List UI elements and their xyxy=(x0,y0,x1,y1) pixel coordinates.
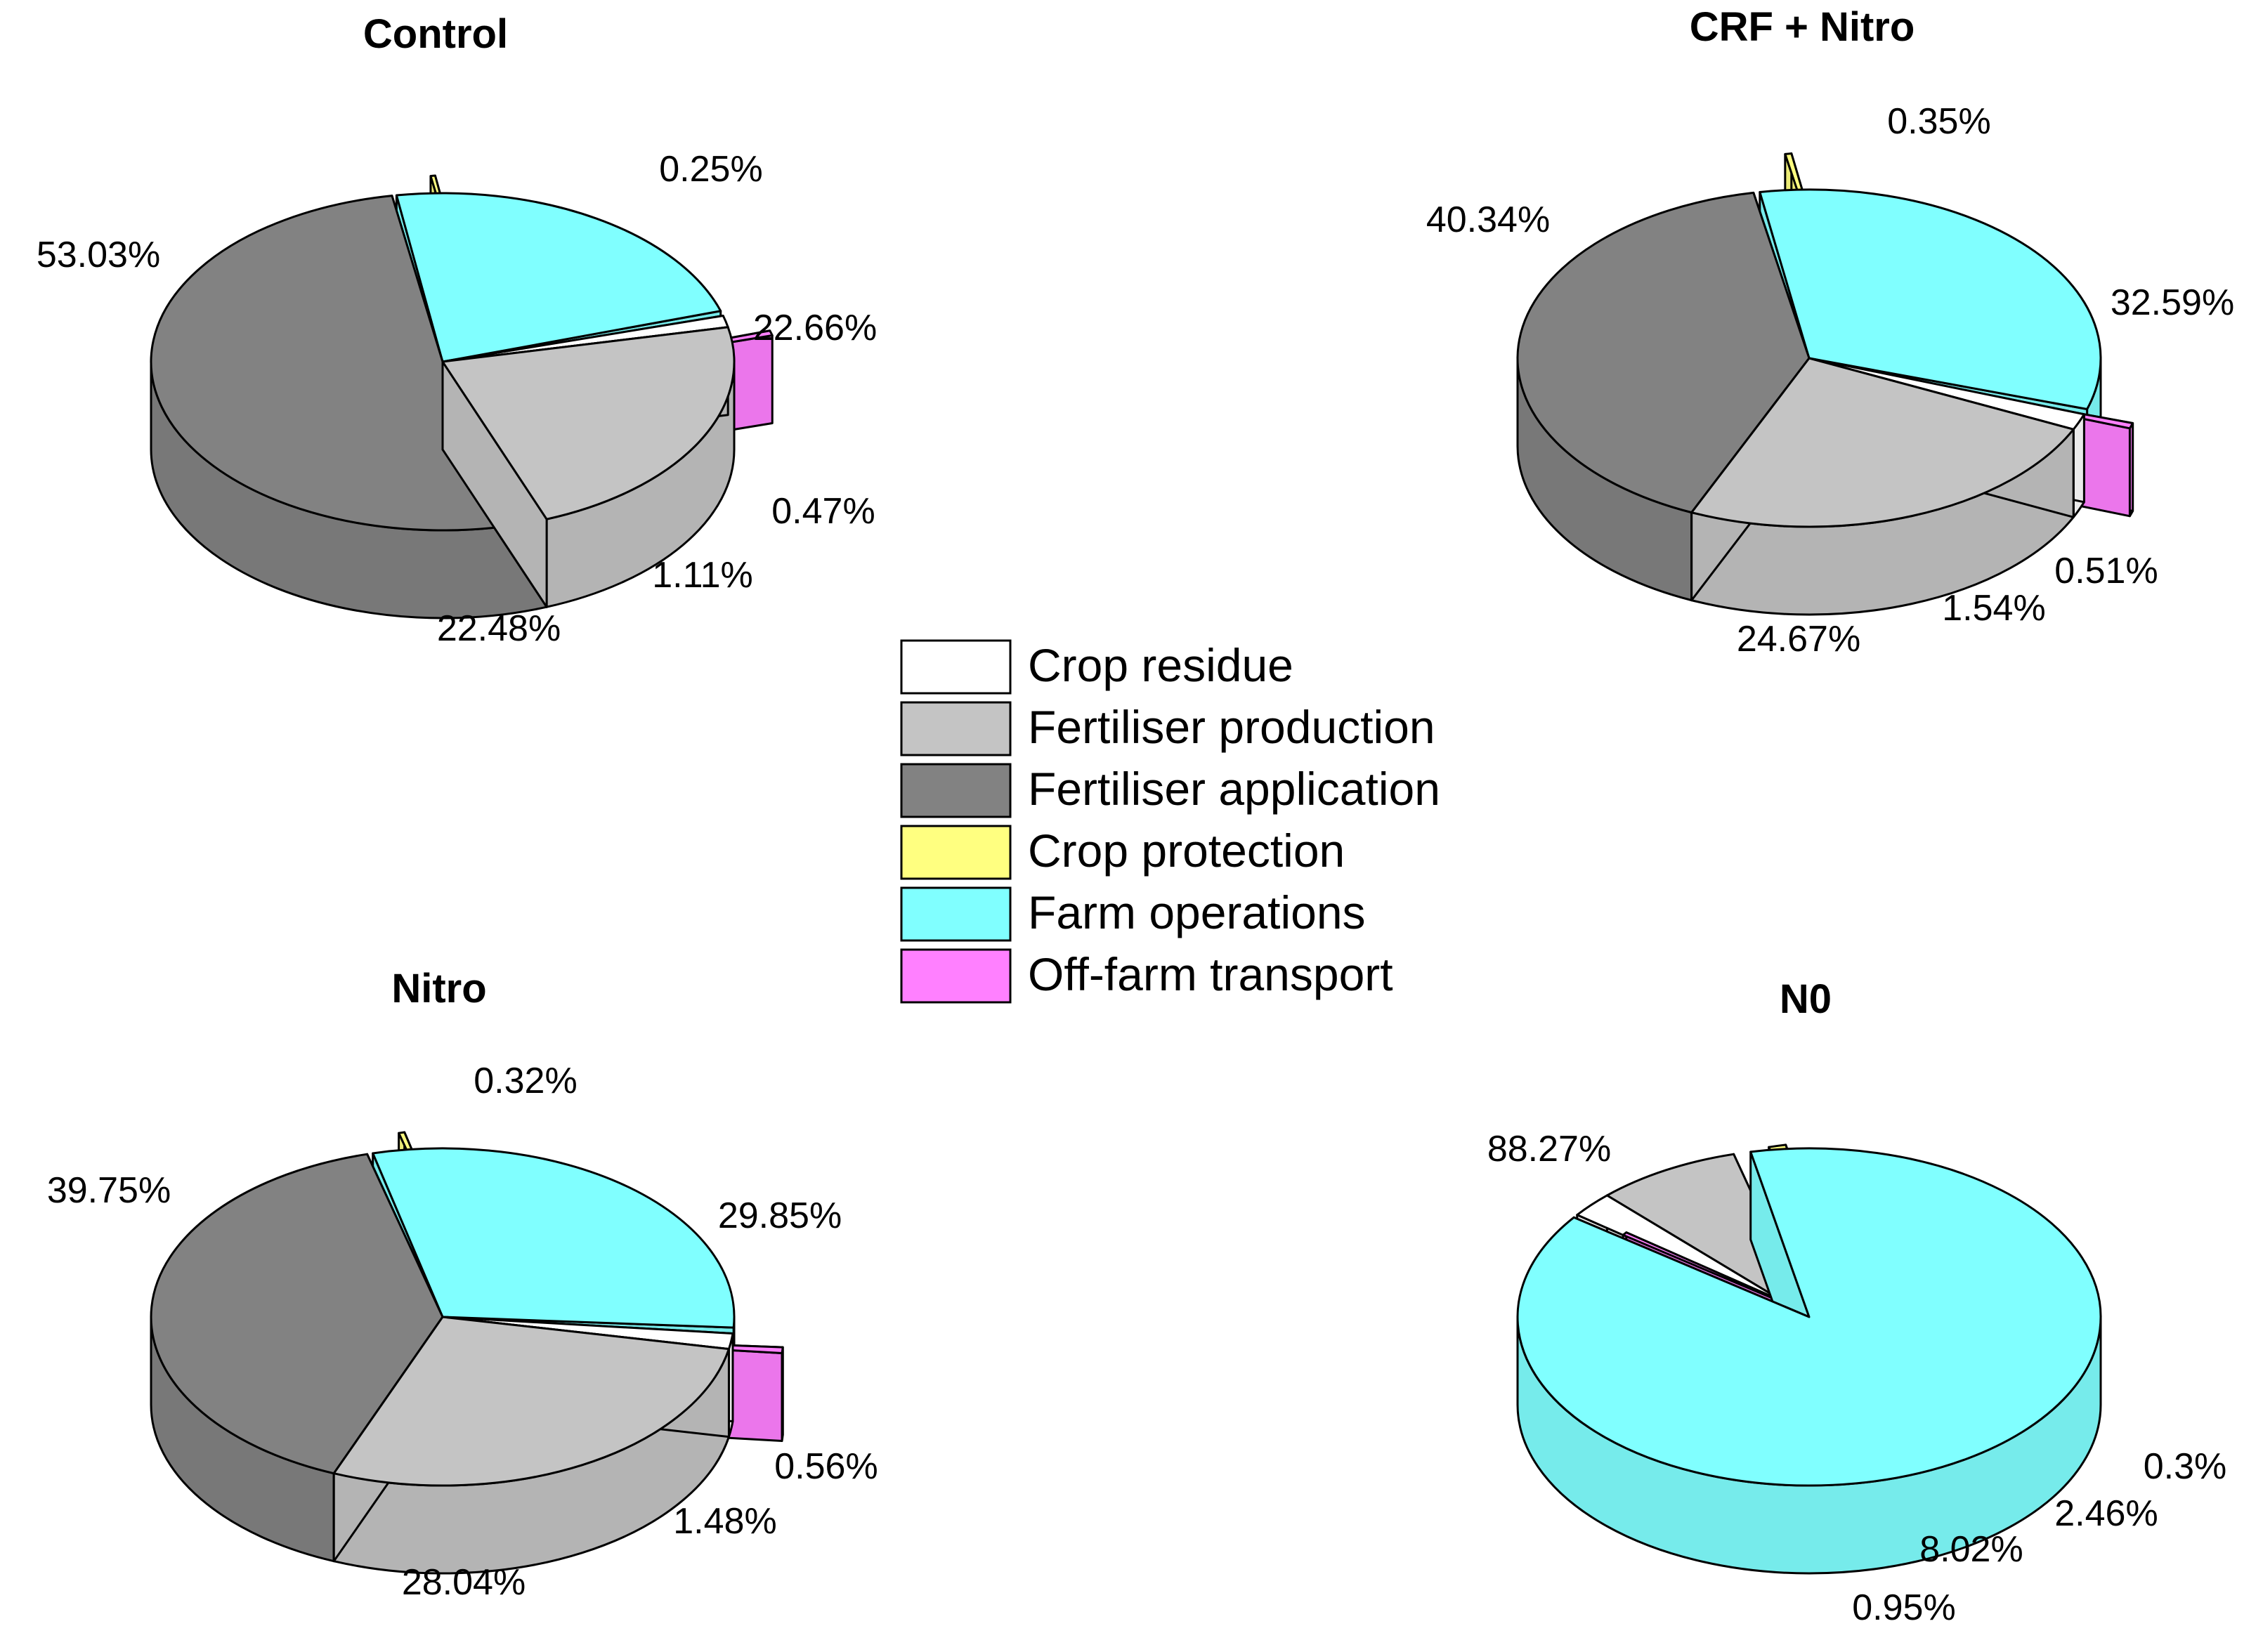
pie-chart-control: Control 1.11% 22.48% 53.03% 0.25% 22.66% 0.47% xyxy=(37,11,877,649)
chart-title: Control xyxy=(363,11,508,57)
pie-chart-nitro: Nitro 1.48% 28.04% 39.75% 0.32% 29.85% 0.56% xyxy=(47,966,878,1603)
data-label-farm-operations: 29.85% xyxy=(718,1195,842,1236)
data-label-off-farm-transport: 0.3% xyxy=(2144,1446,2227,1487)
slice-farm-operations xyxy=(1516,1147,2102,1575)
data-label-farm-operations: 88.27% xyxy=(1487,1129,1611,1169)
slice-fertiliser-production xyxy=(1690,357,2075,616)
data-label-farm-operations: 32.59% xyxy=(2111,282,2234,323)
legend-swatch xyxy=(900,763,1012,818)
slice-top-face xyxy=(332,1316,730,1487)
legend-item-fertiliser-production: Fertiliser production xyxy=(900,701,1435,756)
legend-label: Off-farm transport xyxy=(1028,948,1393,1000)
legend-label: Fertiliser application xyxy=(1028,763,1440,815)
data-label-fertiliser-application: 53.03% xyxy=(37,235,160,275)
legend-swatch xyxy=(900,886,1012,942)
legend-label: Fertiliser production xyxy=(1028,701,1435,753)
legend-swatch xyxy=(900,701,1012,756)
legend-item-fertiliser-application: Fertiliser application xyxy=(900,763,1440,818)
data-label-off-farm-transport: 0.47% xyxy=(771,491,875,532)
slice-top-face xyxy=(150,1153,444,1475)
chart-title: Nitro xyxy=(391,966,486,1011)
data-label-fertiliser-production: 28.04% xyxy=(402,1562,526,1603)
legend-label: Farm operations xyxy=(1028,886,1366,938)
legend-swatch xyxy=(900,639,1012,695)
data-label-crop-protection: 0.95% xyxy=(1852,1587,1955,1628)
legend-item-off-farm-transport: Off-farm transport xyxy=(900,948,1393,1004)
pie-chart-n0: N0 2.46% 8.02% 0.95% 88.27% 0.3% xyxy=(1487,976,2226,1628)
data-label-fertiliser-production: 22.48% xyxy=(437,608,561,649)
legend-item-crop-protection: Crop protection xyxy=(900,825,1345,880)
charts-layer: Control 1.11% 22.48% 53.03% 0.25% 22.66% 0.47%… xyxy=(37,4,2234,1628)
data-label-crop-residue: 1.48% xyxy=(673,1501,776,1542)
data-label-fertiliser-production: 24.67% xyxy=(1737,619,1860,660)
slice-top-face xyxy=(1759,188,2102,411)
legend-swatch xyxy=(900,948,1012,1004)
slice-fertiliser-production xyxy=(441,326,736,608)
data-label-crop-protection: 0.25% xyxy=(659,149,762,190)
data-label-crop-protection: 0.32% xyxy=(474,1061,577,1101)
slice-top-face xyxy=(372,1147,736,1329)
slice-top-face xyxy=(1516,191,1811,514)
data-label-off-farm-transport: 0.51% xyxy=(2054,551,2158,591)
pie-chart-crf-nitro: CRF + Nitro 1.54% 24.67% 40.34% 0.35% 32.59% 0… xyxy=(1426,4,2234,660)
slice-top-face xyxy=(1690,357,2075,528)
legend: Crop residue Fertiliser production Fertili… xyxy=(900,639,1440,1004)
data-label-fertiliser-production: 8.02% xyxy=(1919,1529,2023,1570)
legend-swatch xyxy=(900,825,1012,880)
data-label-crop-residue: 2.46% xyxy=(2054,1493,2158,1534)
data-label-fertiliser-application: 39.75% xyxy=(47,1170,171,1211)
legend-item-crop-residue: Crop residue xyxy=(900,639,1293,695)
slice-fertiliser-production xyxy=(332,1316,730,1575)
chart-title: N0 xyxy=(1780,976,1832,1022)
data-label-crop-protection: 0.35% xyxy=(1887,101,1990,142)
legend-label: Crop protection xyxy=(1028,825,1345,877)
chart-title: CRF + Nitro xyxy=(1690,4,1915,50)
data-label-crop-residue: 1.54% xyxy=(1942,588,2045,629)
legend-label: Crop residue xyxy=(1028,639,1293,691)
legend-item-farm-operations: Farm operations xyxy=(900,886,1366,942)
slice-top-face xyxy=(441,326,736,520)
slice-top-face xyxy=(1516,1147,2102,1487)
data-label-farm-operations: 22.66% xyxy=(753,308,877,348)
data-label-fertiliser-application: 40.34% xyxy=(1426,199,1550,240)
data-label-crop-residue: 1.11% xyxy=(652,555,753,596)
slice-top-face xyxy=(395,192,722,363)
data-label-off-farm-transport: 0.56% xyxy=(774,1446,878,1487)
slice-top-face xyxy=(1605,1153,1811,1318)
